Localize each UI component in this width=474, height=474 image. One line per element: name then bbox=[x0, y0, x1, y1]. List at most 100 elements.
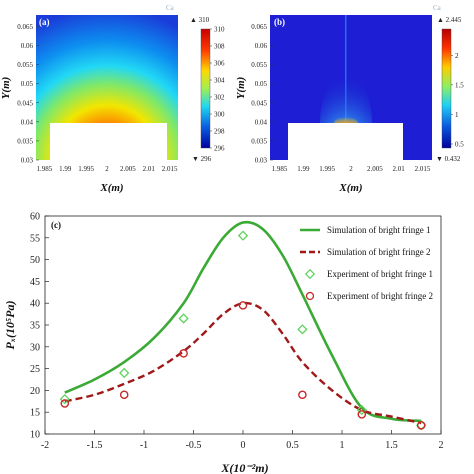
x-tick-label: 0 bbox=[241, 440, 246, 451]
colorbar-b bbox=[441, 28, 452, 149]
colorbar-tick-label: 308 bbox=[214, 43, 225, 51]
x-tick-label: 1.5 bbox=[385, 440, 398, 451]
data-point-experiment-of-bright-fringe-2 bbox=[179, 349, 188, 358]
panel-c-legend: Simulation of bright fringe 1 Simulation … bbox=[300, 225, 433, 301]
y-tick-label: 50 bbox=[30, 255, 40, 266]
x-tick-label: 1 bbox=[340, 440, 345, 451]
panel-b-y-ticks: 0.03 0.035 0.04 0.045 0.05 0.055 0.06 0.065 bbox=[251, 23, 273, 165]
x-tick-label: 2.01 bbox=[393, 165, 406, 173]
data-point-experiment-of-bright-fringe-1 bbox=[297, 324, 308, 335]
panel-c-x-ticks: -2 -1.5 -1 -0.5 0 0.5 1 1.5 2 bbox=[41, 430, 444, 451]
heatmap-b-solid-block bbox=[288, 123, 403, 160]
panel-b-label: (b) bbox=[274, 17, 285, 27]
y-tick-label: 0.06 bbox=[255, 42, 268, 50]
colorbar-b-max: ▲ 2.445 bbox=[437, 16, 462, 24]
x-tick-label: 1.99 bbox=[59, 165, 72, 173]
y-tick-label: 0.045 bbox=[251, 99, 267, 107]
colorbar-tick-label: 1.5 bbox=[455, 81, 464, 89]
y-tick-label: 0.045 bbox=[17, 99, 33, 107]
y-tick-label: 0.03 bbox=[255, 157, 268, 165]
colorbar-tick-label: 298 bbox=[214, 128, 225, 136]
panel-c-plot-area bbox=[44, 215, 442, 435]
x-tick-label: 1.995 bbox=[319, 165, 335, 173]
colorbar-tick-label: 296 bbox=[214, 145, 225, 153]
legend-label-experiment-of-bright-fringe-1: Experiment of bright fringe 1 bbox=[327, 269, 433, 279]
data-point-experiment-of-bright-fringe-2 bbox=[416, 420, 426, 430]
heatmap-b-centerline bbox=[345, 15, 347, 123]
legend-swatch-experiment-of-bright-fringe-1 bbox=[304, 268, 316, 280]
y-tick-label: 20 bbox=[30, 386, 40, 397]
data-point-experiment-of-bright-fringe-2 bbox=[357, 410, 367, 419]
legend-label-experiment-of-bright-fringe-2: Experiment of bright fringe 2 bbox=[327, 291, 433, 301]
y-tick-label: 15 bbox=[30, 408, 40, 419]
panel-c-series bbox=[59, 220, 427, 431]
panel-a: (a) Ca 0.030.0350.040.0450.050.0550.060.… bbox=[0, 4, 225, 194]
y-tick-label: 0.05 bbox=[21, 80, 34, 88]
colorbar-a-max: ▲ 310 bbox=[190, 16, 210, 24]
legend-label-simulation-of-bright-fringe-1: Simulation of bright fringe 1 bbox=[327, 225, 431, 235]
data-point-experiment-of-bright-fringe-1 bbox=[178, 313, 189, 324]
watermark-a: Ca bbox=[166, 4, 175, 12]
x-tick-label: -1 bbox=[140, 440, 148, 451]
y-tick-label: 0.03 bbox=[21, 157, 34, 165]
colorbar-tick-label: 300 bbox=[214, 111, 225, 119]
y-tick-label: 0.035 bbox=[251, 137, 267, 145]
colorbar-tick-label: 1 bbox=[455, 111, 459, 119]
x-tick-label: 2 bbox=[105, 165, 109, 173]
x-tick-label: 2.015 bbox=[415, 165, 431, 173]
y-tick-label: 0.04 bbox=[255, 118, 268, 126]
panel-a-y-ticks: 0.03 0.035 0.04 0.045 0.05 0.055 0.06 0.065 bbox=[17, 23, 39, 165]
panel-a-xlabel: X(m) bbox=[99, 182, 123, 194]
panel-c-y-ticks: 10 15 20 25 30 35 40 45 50 55 60 bbox=[30, 212, 49, 441]
x-tick-label: 1.995 bbox=[78, 165, 94, 173]
y-tick-label: 25 bbox=[30, 364, 40, 375]
data-point-experiment-of-bright-fringe-2 bbox=[238, 301, 248, 310]
colorbar-b-ticks: 2 1.5 1 0.5 bbox=[451, 52, 464, 148]
data-point-experiment-of-bright-fringe-1 bbox=[119, 367, 130, 379]
y-tick-label: 0.065 bbox=[17, 23, 33, 31]
data-point-experiment-of-bright-fringe-2 bbox=[298, 390, 307, 400]
series-line-simulation-of-bright-fringe-2 bbox=[64, 301, 422, 425]
x-tick-label: 1.985 bbox=[36, 165, 52, 173]
x-tick-label: -0.5 bbox=[186, 440, 202, 451]
panel-b-xlabel: X(m) bbox=[338, 182, 362, 194]
panel-b-x-ticks: 1.985 1.99 1.995 2 2.005 2.01 2.015 bbox=[272, 165, 431, 173]
panel-a-x-ticks: 1.985 1.99 1.995 2 2.005 2.01 2.015 bbox=[36, 165, 178, 173]
panel-a-ylabel: Y(m) bbox=[0, 77, 12, 100]
data-point-experiment-of-bright-fringe-1 bbox=[416, 420, 427, 431]
y-tick-label: 0.05 bbox=[255, 80, 268, 88]
y-tick-label: 60 bbox=[30, 212, 40, 223]
x-tick-label: 2 bbox=[349, 165, 353, 173]
heatmap-a-solid-block bbox=[50, 123, 167, 160]
colorbar-tick-label: 302 bbox=[214, 94, 225, 102]
x-tick-label: 1.99 bbox=[297, 165, 310, 173]
x-tick-label: 0.5 bbox=[286, 440, 299, 451]
colorbar-tick-label: 304 bbox=[214, 77, 225, 85]
x-tick-label: 2.005 bbox=[120, 165, 136, 173]
legend-swatch-experiment-of-bright-fringe-2 bbox=[305, 291, 315, 301]
panel-c-xlabel: X(10⁻²m) bbox=[220, 461, 268, 474]
colorbar-a-min: ▼ 296 bbox=[192, 155, 212, 163]
colorbar-tick-label: 0.5 bbox=[455, 140, 464, 148]
legend-label-simulation-of-bright-fringe-2: Simulation of bright fringe 2 bbox=[327, 247, 431, 257]
panel-b: (b) Ca 0.030.0350.040.0450.050.0550.060.… bbox=[235, 4, 464, 194]
y-tick-label: 0.055 bbox=[251, 61, 267, 69]
x-tick-label: -1.5 bbox=[87, 440, 103, 451]
colorbar-a bbox=[200, 28, 211, 149]
data-point-experiment-of-bright-fringe-1 bbox=[237, 230, 249, 241]
data-point-experiment-of-bright-fringe-2 bbox=[119, 390, 129, 400]
panel-c-label: (c) bbox=[51, 220, 61, 230]
y-tick-label: 35 bbox=[30, 321, 40, 332]
panel-b-ylabel: Y(m) bbox=[235, 77, 247, 100]
y-tick-label: 0.055 bbox=[17, 61, 33, 69]
x-tick-label: 1.985 bbox=[272, 165, 288, 173]
panel-c-ylabel: Pₓ(10⁵Pa) bbox=[3, 301, 17, 350]
x-tick-label: 2.005 bbox=[367, 165, 383, 173]
y-tick-label: 0.065 bbox=[251, 23, 267, 31]
x-tick-label: 2 bbox=[439, 440, 444, 451]
y-tick-label: 40 bbox=[30, 299, 40, 310]
colorbar-b-min: ▼ 0.432 bbox=[436, 155, 461, 163]
colorbar-tick-label: 2 bbox=[455, 52, 459, 60]
